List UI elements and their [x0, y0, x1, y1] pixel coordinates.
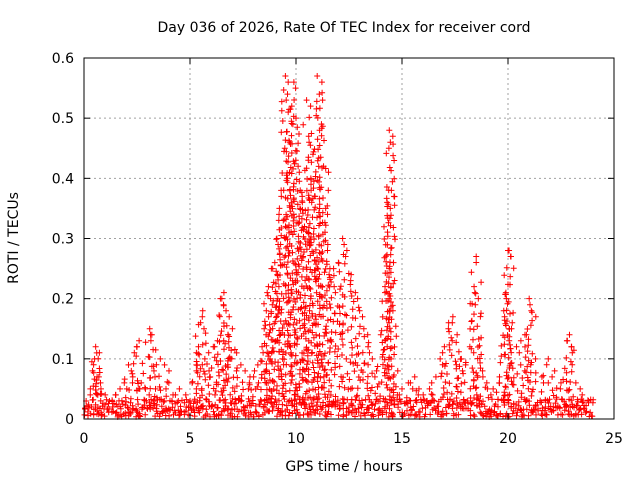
data-point — [106, 397, 113, 404]
x-tick-label: 20 — [499, 431, 517, 447]
data-point — [505, 319, 517, 398]
data-point — [112, 385, 124, 398]
chart-title: Day 036 of 2026, Rate Of TEC Index for r… — [157, 20, 530, 36]
data-point — [361, 343, 376, 403]
data-point — [553, 379, 564, 401]
data-point — [383, 187, 398, 400]
data-point — [396, 385, 405, 398]
data-point — [483, 379, 492, 401]
data-point — [163, 379, 172, 400]
y-tick-label: 0.6 — [52, 51, 74, 67]
data-point — [228, 349, 241, 403]
data-point — [468, 253, 485, 398]
data-point — [142, 385, 153, 398]
data-point — [371, 367, 382, 397]
y-tick-label: 0.4 — [52, 171, 74, 187]
data-point — [477, 367, 489, 400]
data-point — [248, 373, 262, 404]
data-point — [121, 361, 135, 402]
data-point — [563, 343, 576, 404]
data-point — [266, 259, 283, 402]
data-point — [157, 361, 172, 403]
data-point — [415, 385, 422, 398]
y-tick-label: 0.2 — [52, 292, 74, 308]
data-point — [153, 355, 164, 401]
y-tick-label: 0 — [65, 412, 74, 428]
data-points — [83, 73, 592, 404]
data-point — [146, 331, 159, 404]
x-tick-label: 5 — [186, 431, 195, 447]
data-point — [245, 379, 253, 402]
data-point — [385, 259, 400, 401]
data-point — [508, 343, 523, 394]
data-point — [563, 331, 577, 400]
data-point — [441, 319, 455, 397]
data-point — [517, 361, 528, 401]
grid-lines — [84, 58, 614, 419]
data-point — [199, 355, 213, 397]
data-point — [407, 373, 420, 394]
data-point — [94, 385, 104, 398]
data-point — [271, 211, 286, 404]
data-point — [378, 283, 393, 403]
y-axis-ticks: 0 0.1 0.2 0.3 0.4 0.5 0.6 — [52, 51, 614, 428]
data-point — [322, 265, 338, 395]
data-point — [233, 361, 247, 402]
data-point — [438, 343, 451, 396]
x-axis-ticks: 0 5 10 15 20 25 — [80, 58, 623, 447]
data-point — [147, 367, 161, 403]
data-point — [579, 391, 586, 404]
y-tick-label: 0.1 — [52, 352, 74, 368]
data-point — [348, 289, 363, 400]
y-axis-label: ROTI / TECUs — [6, 192, 22, 284]
x-tick-label: 25 — [605, 431, 623, 447]
data-point — [87, 385, 94, 398]
data-point — [437, 355, 447, 401]
data-point — [277, 73, 293, 400]
data-point — [129, 373, 140, 394]
data-point — [523, 307, 539, 395]
data-point — [428, 373, 439, 398]
data-point — [585, 397, 592, 404]
data-point — [453, 355, 467, 403]
x-tick-label: 15 — [393, 431, 411, 447]
data-point — [470, 295, 485, 401]
data-point — [90, 355, 100, 393]
x-tick-label: 10 — [287, 431, 305, 447]
data-point — [420, 391, 431, 404]
data-point — [224, 325, 241, 398]
y-tick-label: 0.5 — [52, 111, 74, 127]
data-point — [121, 379, 130, 401]
x-axis-label: GPS time / hours — [285, 459, 402, 475]
data-point — [364, 355, 380, 403]
data-point — [311, 91, 328, 400]
data-point — [572, 379, 584, 403]
data-point — [549, 367, 560, 399]
data-point — [540, 355, 556, 403]
data-point — [426, 385, 436, 398]
data-point — [527, 355, 544, 404]
data-point — [172, 385, 183, 398]
data-point — [97, 391, 109, 404]
data-point — [95, 373, 105, 397]
data-point — [192, 319, 207, 399]
data-point — [182, 391, 194, 404]
y-tick-label: 0.3 — [52, 232, 74, 248]
x-tick-label: 0 — [80, 431, 89, 447]
data-point — [263, 295, 278, 402]
data-point — [249, 361, 265, 400]
data-point — [326, 283, 341, 398]
data-point — [195, 307, 210, 404]
data-point — [136, 379, 148, 403]
data-point — [487, 385, 497, 398]
